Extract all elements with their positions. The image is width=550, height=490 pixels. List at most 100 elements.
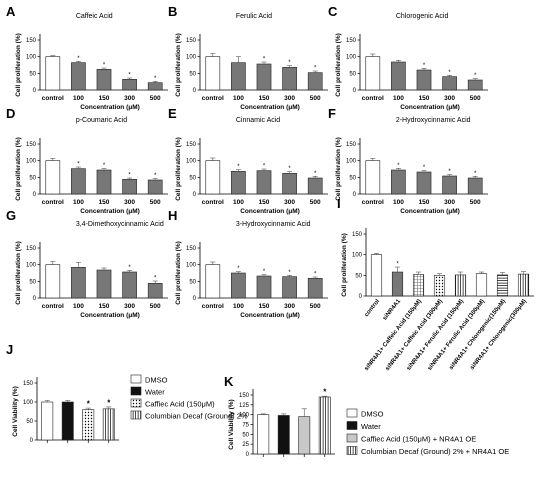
bar-0: [45, 264, 61, 299]
legend-swatch-1: [346, 421, 358, 430]
y-axis-label: Cell proliferation (%): [341, 233, 348, 297]
bar-2: [96, 169, 112, 195]
y-axis-label: Cell proliferation (%): [335, 137, 342, 201]
bar-1: [231, 171, 246, 195]
panel-title: 3-Hydroxycinnamic Acid: [236, 221, 311, 228]
significance-marker: *: [397, 163, 400, 169]
panel-label-A: A: [6, 4, 16, 19]
x-tick-label: 300: [444, 199, 455, 206]
x-tick-label: control: [364, 298, 381, 318]
bar-3: [442, 76, 457, 91]
y-tick-label: 150: [26, 142, 37, 148]
significance-marker: *: [288, 270, 291, 276]
x-tick-label: 500: [150, 303, 161, 310]
bar-4: [307, 278, 323, 299]
panel-label-C: C: [328, 4, 338, 19]
significance-marker: *: [107, 398, 111, 407]
bar-2: [256, 63, 272, 91]
y-tick-label: 50: [189, 175, 196, 181]
bar-2: [256, 275, 272, 299]
y-tick-label: 0: [33, 192, 37, 198]
panel-title: Chlorogenic Acid: [396, 13, 449, 20]
bar-3: [122, 179, 137, 195]
y-tick-label: 100: [23, 400, 34, 406]
bar-6: [496, 274, 509, 297]
x-tick-label: 300: [124, 303, 135, 310]
y-tick-label: 50: [29, 279, 36, 285]
panel-label-H: H: [168, 208, 177, 223]
y-tick-label: 50: [29, 175, 36, 181]
y-tick-label: 100: [26, 263, 37, 269]
x-tick-label: 300: [124, 199, 135, 206]
legend-label-2: Caffiec Acid (150μM): [145, 400, 215, 409]
y-tick-label: 50: [29, 71, 36, 77]
legend-swatch-2: [130, 398, 142, 408]
panel-title: 2-Hydroxycinnamic Acid: [396, 117, 471, 124]
panel-title: p-Coumaric Acid: [76, 117, 127, 124]
y-tick-label: 0: [353, 192, 357, 198]
legend-swatch-0: [130, 374, 142, 384]
y-tick-label: 150: [186, 38, 197, 44]
x-tick-label: 150: [99, 303, 110, 310]
bar-0: [365, 160, 381, 195]
significance-marker: *: [154, 76, 157, 82]
significance-marker: *: [154, 276, 157, 282]
bar-1: [231, 62, 246, 91]
bar-3: [282, 67, 297, 91]
panel-label-G: G: [6, 208, 16, 223]
panel-I: I 0 50 100 150 Cell proliferation (%) control *…: [337, 196, 534, 372]
bar-0: [370, 254, 383, 297]
legend-swatch-1: [130, 386, 142, 396]
panel-label-J: J: [6, 342, 13, 357]
significance-marker: *: [314, 66, 317, 72]
significance-marker: *: [288, 166, 291, 172]
x-tick-label: control: [42, 199, 64, 206]
y-tick-label: 50: [355, 273, 362, 279]
y-tick-label: 150: [346, 38, 357, 44]
x-tick-label: control: [202, 95, 224, 102]
bar-1: [391, 169, 406, 195]
bar-1: [71, 267, 86, 299]
legend-swatch-0: [346, 408, 358, 418]
bar-3: [282, 173, 297, 195]
bar-0: [365, 56, 381, 91]
legend-label-0: DMSO: [145, 376, 168, 385]
y-tick-label: 150: [26, 38, 37, 44]
x-tick-label: 500: [310, 199, 321, 206]
panel-label-F: F: [328, 106, 336, 121]
legend-swatch-2: [346, 433, 358, 443]
y-axis-label: Cell proliferation (%): [175, 33, 182, 97]
legend-label-3: Columbian Decaf (Ground) 2% + NR4A1 OE: [361, 447, 509, 456]
panel-label-K: K: [224, 374, 234, 389]
significance-marker: *: [77, 162, 80, 168]
y-axis-label: Cell Viability (%): [228, 399, 235, 449]
x-axis-label: Concentration (μM): [240, 312, 300, 319]
y-tick-label: 150: [346, 142, 357, 148]
significance-marker: *: [396, 262, 399, 268]
bar-3: [433, 275, 446, 297]
significance-marker: *: [474, 171, 477, 177]
y-tick-label: 100: [346, 55, 357, 61]
panel-A: A Caffeic Acid 0 50 100 150 Cell proliferation…: [6, 4, 168, 111]
panel-label-E: E: [168, 106, 177, 121]
x-tick-label: control: [42, 303, 64, 310]
y-tick-label: 100: [352, 253, 363, 259]
x-tick-label: 100: [73, 303, 84, 310]
y-tick-label: 0: [246, 452, 250, 458]
bar-1: [61, 401, 74, 441]
significance-marker: *: [87, 400, 91, 409]
x-tick-label: 500: [310, 303, 321, 310]
significance-marker: *: [103, 163, 106, 169]
y-tick-label: 0: [359, 294, 363, 300]
significance-marker: *: [448, 169, 451, 175]
panel-label-D: D: [6, 106, 15, 121]
bar-2: [96, 69, 112, 91]
bar-2: [416, 69, 432, 91]
y-tick-label: 50: [189, 71, 196, 77]
y-tick-label: 100: [346, 159, 357, 165]
bar-3: [102, 408, 115, 441]
y-axis-label: Cell proliferation (%): [15, 241, 22, 305]
y-tick-label: 0: [30, 438, 34, 444]
legend-swatch-3: [130, 410, 142, 420]
x-tick-label: 500: [310, 95, 321, 102]
